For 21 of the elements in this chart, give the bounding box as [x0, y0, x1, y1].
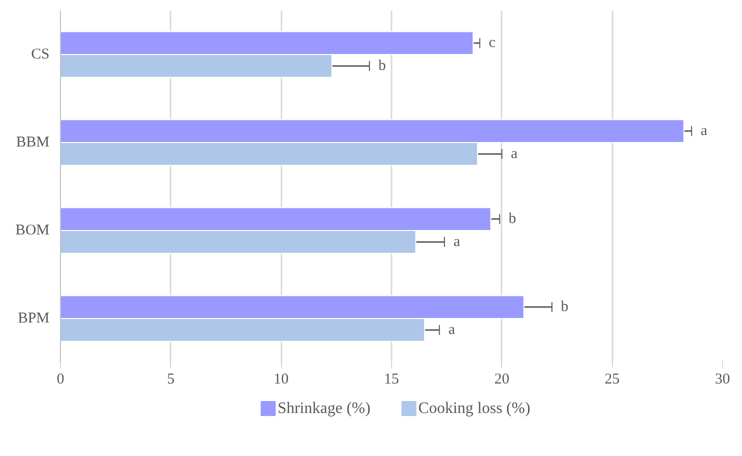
x-tick-label: 20	[494, 372, 510, 388]
legend-label: Cooking loss (%)	[418, 400, 530, 417]
y-tick-label: BBM	[16, 134, 50, 150]
data-label: b	[378, 58, 386, 74]
x-tick-label: 30	[715, 372, 730, 388]
y-tick-label: CS	[31, 46, 50, 62]
data-label: b	[560, 299, 568, 316]
x-tick-label: 0	[56, 372, 64, 388]
y-tick-label: BPM	[18, 310, 50, 326]
x-tick-label: 10	[274, 372, 289, 388]
x-tick-label: 5	[167, 372, 175, 388]
data-label: a	[510, 146, 518, 162]
y-tick-label: BOM	[15, 222, 50, 238]
x-tick-label: 25	[604, 372, 620, 388]
data-label: a	[448, 322, 456, 338]
x-tick-label: 15	[384, 372, 399, 388]
data-label: a	[453, 234, 460, 250]
data-label: a	[700, 123, 708, 140]
data-label: c	[488, 35, 496, 52]
legend-label: Shrinkage (%)	[278, 400, 370, 417]
data-label: b	[508, 211, 516, 228]
